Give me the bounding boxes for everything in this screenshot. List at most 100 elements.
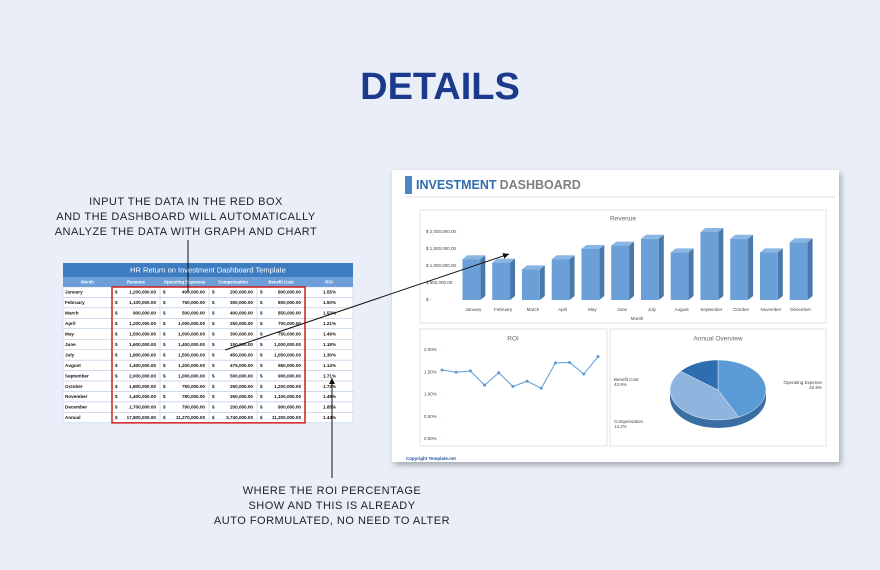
roi-cell: 1.49% xyxy=(323,332,336,337)
table-row xyxy=(62,401,354,413)
note-line: ANALYZE THE DATA WITH GRAPH AND CHART xyxy=(55,226,318,238)
y-tick-label: $ 500,000.00 xyxy=(426,280,453,285)
currency-sign: $ xyxy=(115,332,118,337)
bar xyxy=(492,262,511,300)
currency-sign: $ xyxy=(163,394,166,399)
bar-side xyxy=(539,265,545,300)
amount-cell: 1,200,000.00 xyxy=(129,290,156,295)
page-title: DETAILS xyxy=(360,66,520,108)
x-axis-label: Month xyxy=(631,316,644,321)
x-tick-label: November xyxy=(761,307,782,312)
bar-side xyxy=(748,234,754,300)
amount-cell: 500,000.00 xyxy=(182,311,205,316)
currency-sign: $ xyxy=(260,311,263,316)
currency-sign: $ xyxy=(212,311,215,316)
currency-sign: $ xyxy=(212,373,215,378)
bar xyxy=(670,252,689,300)
pie-slice xyxy=(669,370,739,421)
roi-point xyxy=(440,368,444,372)
roi-cell: 1.55% xyxy=(323,290,336,295)
month-cell: February xyxy=(65,300,85,305)
currency-sign: $ xyxy=(260,342,263,347)
pie-slice xyxy=(680,359,719,391)
amount-cell: 900,000.00 xyxy=(133,311,156,316)
amount-cell: 1,400,000.00 xyxy=(178,342,205,347)
roi-point xyxy=(553,361,557,365)
currency-sign: $ xyxy=(260,300,263,305)
month-cell: October xyxy=(65,384,83,389)
table-row xyxy=(62,328,354,340)
month-cell: June xyxy=(65,342,76,347)
roi-cell: 1.44% xyxy=(323,415,336,420)
month-cell: December xyxy=(65,405,87,410)
amount-cell: 250,000.00 xyxy=(230,384,253,389)
table-row xyxy=(62,307,354,319)
table-row xyxy=(62,380,354,392)
bar xyxy=(730,238,749,300)
amount-cell: 500,000.00 xyxy=(230,373,253,378)
currency-sign: $ xyxy=(115,415,118,420)
amount-cell: 250,000.00 xyxy=(230,321,253,326)
note-line: INPUT THE DATA IN THE RED BOX xyxy=(89,196,283,208)
note-line: AND THE DASHBOARD WILL AUTOMATICALLY xyxy=(56,211,316,223)
currency-sign: $ xyxy=(212,415,215,420)
roi-point xyxy=(525,379,529,383)
currency-sign: $ xyxy=(260,394,263,399)
pie-value-label: 42.9% xyxy=(614,382,627,387)
amount-cell: 1,000,000.00 xyxy=(178,332,205,337)
bar-top xyxy=(462,255,486,260)
bar-side xyxy=(688,248,694,300)
title-rest: DASHBOARD xyxy=(500,178,581,192)
month-cell: May xyxy=(65,332,74,337)
currency-sign: $ xyxy=(212,321,215,326)
column-header: Month xyxy=(81,279,94,284)
currency-sign: $ xyxy=(115,405,118,410)
chart-title: Revenue xyxy=(610,216,636,223)
amount-cell: 790,000.00 xyxy=(182,405,205,410)
month-cell: July xyxy=(65,352,75,357)
currency-sign: $ xyxy=(212,384,215,389)
amount-cell: 200,000.00 xyxy=(230,290,253,295)
bar-top xyxy=(581,245,605,249)
month-cell: April xyxy=(65,321,75,326)
currency-sign: $ xyxy=(260,384,263,389)
table-row xyxy=(62,286,354,298)
bar xyxy=(581,249,600,300)
month-cell: August xyxy=(65,363,81,368)
currency-sign: $ xyxy=(115,311,118,316)
currency-sign: $ xyxy=(115,290,118,295)
roi-cell: 1.18% xyxy=(323,342,336,347)
currency-sign: $ xyxy=(163,311,166,316)
roi-cell: 1.85% xyxy=(323,405,336,410)
amount-cell: 1,200,000.00 xyxy=(274,384,301,389)
y-tick-label: 1.50% xyxy=(424,369,437,374)
table-row xyxy=(62,359,354,371)
currency-sign: $ xyxy=(212,332,215,337)
currency-sign: $ xyxy=(260,373,263,378)
month-cell: January xyxy=(65,290,83,295)
currency-sign: $ xyxy=(115,373,118,378)
currency-sign: $ xyxy=(260,352,263,357)
currency-sign: $ xyxy=(260,321,263,326)
roi-point xyxy=(454,370,458,374)
pie-value-label: 14.2% xyxy=(614,424,627,429)
currency-sign: $ xyxy=(115,394,118,399)
amount-cell: 950,000.00 xyxy=(278,363,301,368)
column-header: Benefit Cost xyxy=(268,279,294,284)
roi-point xyxy=(497,371,501,375)
roi-point xyxy=(582,372,586,376)
column-header: Revenue xyxy=(127,279,146,284)
title-main: INVESTMENT xyxy=(416,178,497,192)
currency-sign: $ xyxy=(260,332,263,337)
bar xyxy=(462,259,481,300)
currency-sign: $ xyxy=(115,363,118,368)
currency-sign: $ xyxy=(212,290,215,295)
currency-sign: $ xyxy=(115,342,118,347)
amount-cell: 475,000.00 xyxy=(230,363,253,368)
title-accent xyxy=(405,176,412,194)
bar xyxy=(789,242,808,300)
bar-top xyxy=(492,258,516,263)
x-tick-label: July xyxy=(648,307,657,312)
table-title: HR Return on Investment Dashboard Templa… xyxy=(130,265,286,274)
